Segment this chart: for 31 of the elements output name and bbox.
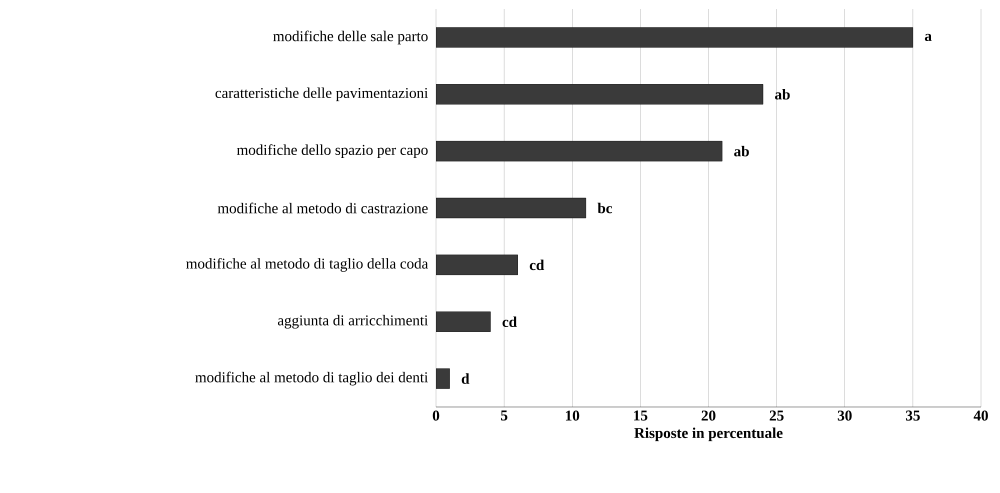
x-tick-label: 0 [432,410,440,421]
x-tick-label: 35 [906,410,920,421]
annotation: ab [734,146,749,156]
annotation: cd [530,260,544,270]
y-tick-label: modifiche delle sale parto [273,30,428,44]
bar [436,140,722,162]
bar [436,84,764,104]
x-axis-title: Risposte in percentuale [634,428,783,442]
x-tick-label: 10 [566,410,580,421]
bar [436,254,518,276]
bar [436,312,491,332]
y-tick-label: modifiche dello spazio per capo [236,144,428,158]
bar [436,368,450,389]
annotation: d [462,373,470,384]
y-tick-label: modifiche al metodo di taglio dei denti [195,372,428,386]
y-tick-label: aggiunta di arricchimenti [278,314,428,329]
annotation: cd [502,316,517,327]
x-tick-label: 40 [974,410,988,421]
annotation: ab [775,89,790,100]
x-tick-label: 30 [838,410,852,421]
x-tick-label: 25 [770,410,784,421]
y-tick-label: modifiche al metodo di castrazione [218,202,428,214]
x-tick-label: 20 [702,410,716,421]
y-tick-label: modifiche al metodo di taglio della coda [186,258,428,272]
bar [436,198,586,218]
annotation: bc [598,202,612,214]
bar [436,27,914,48]
annotation: a [924,34,932,42]
x-tick-label: 5 [500,410,508,420]
y-tick-label: caratteristiche delle pavimentazioni [216,88,428,102]
x-tick-label: 15 [634,410,648,421]
